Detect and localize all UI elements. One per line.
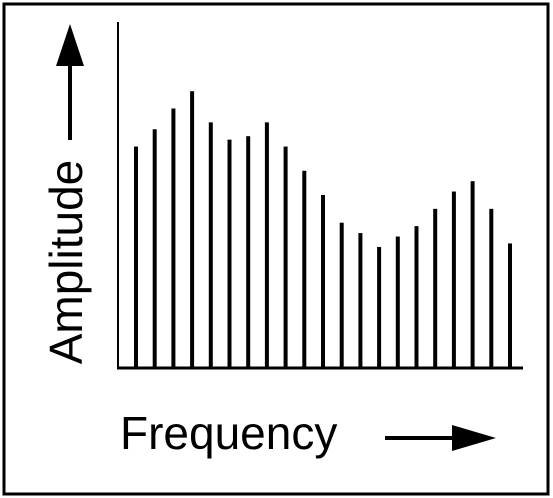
bar (358, 233, 363, 368)
bar (377, 246, 382, 368)
bar (339, 222, 344, 368)
bar (171, 108, 176, 368)
bar (283, 146, 288, 368)
bar (508, 243, 512, 368)
bar (321, 195, 325, 368)
bar (190, 91, 195, 368)
bar (302, 170, 307, 368)
bar (264, 122, 269, 368)
bar (152, 129, 157, 368)
x-arrow-head (452, 425, 496, 451)
y-arrow-head (56, 24, 84, 66)
bar (246, 136, 251, 368)
x-axis-label: Frequency (120, 407, 337, 459)
bar (470, 181, 475, 368)
bar (451, 191, 456, 368)
y-axis-label: Amplitude (40, 160, 92, 365)
bar (489, 208, 494, 368)
bar (227, 139, 232, 368)
bar (134, 146, 138, 368)
bar (208, 122, 213, 368)
bar (414, 226, 419, 368)
bar (395, 236, 400, 368)
bar (433, 208, 438, 368)
